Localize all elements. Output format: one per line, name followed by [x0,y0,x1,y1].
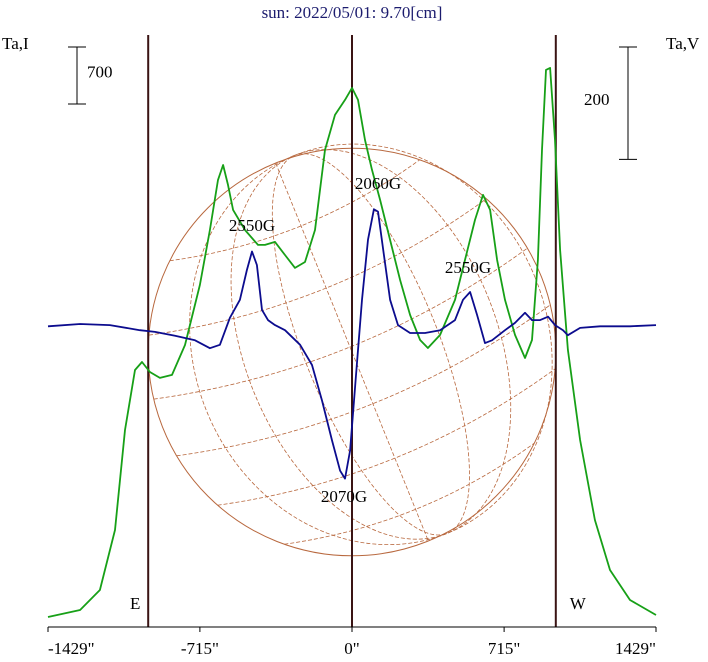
meridian [230,149,512,540]
parallel [284,442,535,545]
annotation: 2060G [355,174,401,193]
annotation: 2550G [229,216,275,235]
meridian [271,153,470,536]
scale-bar-label: 200 [584,90,610,109]
annotation: 2070G [321,487,367,506]
x-tick-label: 715" [488,639,520,658]
scale-bar-label: 700 [87,62,113,81]
series-line [47,67,657,618]
parallel [169,159,420,262]
annotation: 2550G [445,258,491,277]
y-axis-label: Ta,I [2,34,29,53]
x-tick-label: 0" [344,639,359,658]
chart-title: sun: 2022/05/01: 9.70[cm] [262,3,443,22]
meridian [189,143,553,546]
x-tick-label: -1429" [48,639,95,658]
coordinate-grid [148,143,556,546]
parallel [153,247,528,400]
central-meridian [275,162,429,542]
y2-axis-label: Ta,V [666,34,700,53]
limb-label: E [130,594,140,613]
x-tick-label: 1429" [615,639,656,658]
parallel [176,304,551,457]
limb-label: W [570,594,587,613]
x-tick-label: -715" [181,639,219,658]
series-line [47,208,657,480]
